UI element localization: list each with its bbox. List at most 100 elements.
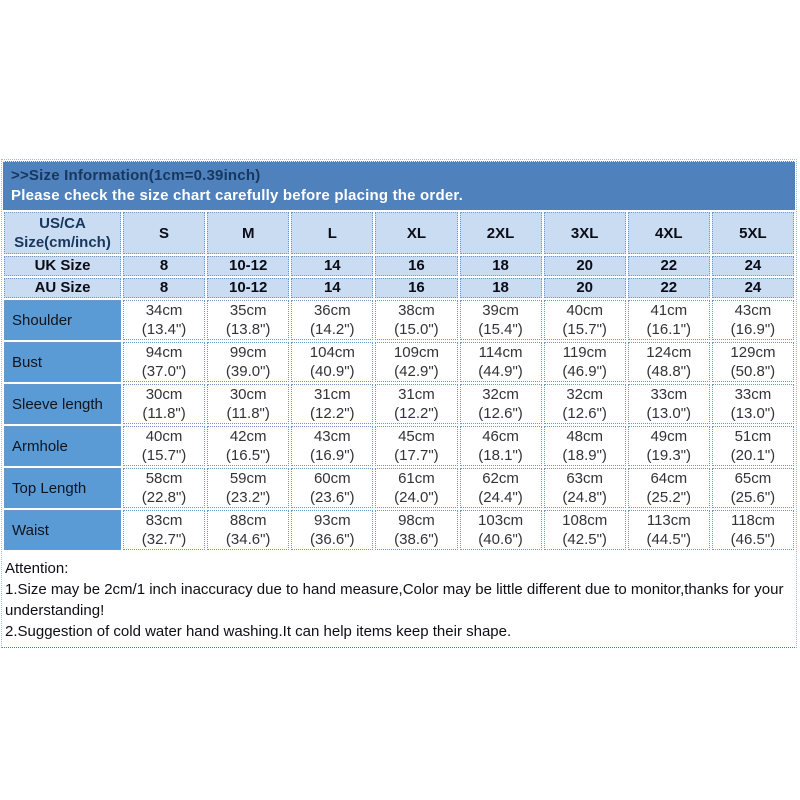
- attention-line: Attention:: [5, 560, 69, 577]
- measurement-value-cell: 46cm (18.1"): [459, 426, 542, 466]
- measurement-value-cell: 43cm (16.9"): [711, 300, 794, 340]
- measurement-inch: (12.2"): [310, 405, 355, 422]
- measurement-value-cell: 30cm (11.8"): [123, 384, 206, 424]
- measurement-inch: (15.0"): [394, 321, 439, 338]
- measurement-value-cell: 32cm (12.6"): [543, 384, 626, 424]
- measurement-inch: (17.7"): [394, 447, 439, 464]
- au-size-value-cell: 24: [711, 278, 794, 298]
- measurement-value-cell: 118cm (46.5"): [711, 510, 794, 550]
- measurement-inch: (16.9"): [310, 447, 355, 464]
- measurement-cm: 48cm: [566, 428, 604, 445]
- measurement-label: Waist: [4, 510, 121, 550]
- measurement-inch: (40.9"): [310, 363, 355, 380]
- measurement-value-cell: 98cm (38.6"): [375, 510, 458, 550]
- measurement-cm: 49cm: [650, 428, 688, 445]
- measurement-value-cell: 40cm (15.7"): [543, 300, 626, 340]
- au-size-value-cell: 8: [123, 278, 206, 298]
- measurement-cm: 40cm: [566, 302, 604, 319]
- measurement-cm: 34cm: [145, 302, 183, 319]
- measurement-inch: (14.2"): [310, 321, 355, 338]
- measurement-inch: (32.7"): [141, 531, 187, 548]
- info-banner: >>Size Information(1cm=0.39inch) Please …: [3, 161, 795, 210]
- measurement-cm: 60cm: [313, 470, 351, 487]
- measurement-inch: (34.6"): [225, 531, 271, 548]
- measurement-value-cell: 31cm (12.2"): [375, 384, 458, 424]
- measurement-value-cell: 62cm (24.4"): [459, 468, 542, 508]
- au-size-value-cell: 14: [291, 278, 374, 298]
- measurement-inch: (12.6"): [562, 405, 607, 422]
- measurement-inch: (15.7"): [562, 321, 607, 338]
- measurement-inch: (40.6"): [478, 531, 523, 548]
- measurement-value-cell: 108cm (42.5"): [543, 510, 626, 550]
- measurement-inch: (13.8"): [225, 321, 271, 338]
- measurement-row: Top Length 58cm (22.8") 59cm (23.2") 60cm (23.…: [4, 468, 794, 508]
- measurement-cm: 45cm: [398, 428, 435, 445]
- measurement-inch: (36.6"): [310, 531, 355, 548]
- measurement-inch: (13.0"): [646, 405, 692, 422]
- measurement-cm: 93cm: [313, 512, 351, 529]
- us-ca-line2: Size(cm/inch): [14, 234, 111, 251]
- size-column-header: 5XL: [711, 212, 794, 254]
- measurement-cm: 129cm: [730, 344, 776, 361]
- measurement-value-cell: 83cm (32.7"): [123, 510, 206, 550]
- measurement-inch: (18.9"): [562, 447, 607, 464]
- measurement-cm: 46cm: [482, 428, 519, 445]
- measurement-inch: (25.6"): [730, 489, 776, 506]
- measurement-inch: (39.0"): [225, 363, 271, 380]
- measurement-value-cell: 99cm (39.0"): [207, 342, 290, 382]
- uk-size-value-cell: 8: [123, 256, 206, 276]
- measurement-cm: 32cm: [566, 386, 604, 403]
- measurement-cm: 33cm: [734, 386, 772, 403]
- size-column-header: 2XL: [459, 212, 542, 254]
- measurement-inch: (22.8"): [141, 489, 187, 506]
- us-ca-line1: US/CA: [39, 215, 86, 232]
- measurement-cm: 62cm: [482, 470, 519, 487]
- measurement-label: Top Length: [4, 468, 121, 508]
- measurement-label: Armhole: [4, 426, 121, 466]
- measurement-row: Shoulder 34cm (13.4") 35cm (13.8") 36cm (14.2"…: [4, 300, 794, 340]
- au-size-value-cell: 18: [459, 278, 542, 298]
- size-table-body: US/CA Size(cm/inch) S M L XL 2XL 3XL 4XL 5XL UK Si…: [4, 212, 794, 550]
- attention-line: 1.Size may be 2cm/1 inch inaccuracy due …: [5, 581, 784, 598]
- measurement-value-cell: 45cm (17.7"): [375, 426, 458, 466]
- measurement-row: Waist 83cm (32.7") 88cm (34.6") 93cm (36.6") 98…: [4, 510, 794, 550]
- measurement-inch: (42.5"): [562, 531, 607, 548]
- measurement-inch: (15.7"): [141, 447, 187, 464]
- measurement-inch: (15.4"): [478, 321, 523, 338]
- measurement-cm: 32cm: [482, 386, 519, 403]
- measurement-value-cell: 43cm (16.9"): [291, 426, 374, 466]
- measurement-cm: 83cm: [145, 512, 183, 529]
- measurement-cm: 104cm: [309, 344, 355, 361]
- measurement-cm: 113cm: [646, 512, 691, 529]
- measurement-cm: 59cm: [229, 470, 267, 487]
- measurement-cm: 114cm: [478, 344, 523, 361]
- measurement-inch: (13.4"): [141, 321, 187, 338]
- measurement-cm: 103cm: [478, 512, 524, 529]
- measurement-value-cell: 109cm (42.9"): [375, 342, 458, 382]
- measurement-value-cell: 64cm (25.2"): [627, 468, 710, 508]
- measurement-value-cell: 63cm (24.8"): [543, 468, 626, 508]
- measurement-inch: (42.9"): [394, 363, 439, 380]
- measurement-inch: (16.1"): [646, 321, 692, 338]
- measurement-inch: (12.2"): [394, 405, 439, 422]
- measurement-cm: 64cm: [650, 470, 688, 487]
- measurement-value-cell: 88cm (34.6"): [207, 510, 290, 550]
- measurement-inch: (38.6"): [394, 531, 439, 548]
- au-size-row: AU Size 8 10-12 14 16 18 20 22 24: [4, 278, 794, 298]
- measurement-inch: (18.1"): [478, 447, 523, 464]
- uk-size-value-cell: 16: [375, 256, 458, 276]
- measurement-cm: 31cm: [313, 386, 351, 403]
- measurement-value-cell: 36cm (14.2"): [291, 300, 374, 340]
- measurement-cm: 41cm: [650, 302, 688, 319]
- measurement-cm: 94cm: [145, 344, 183, 361]
- measurement-inch: (24.0"): [394, 489, 439, 506]
- attention-note: Attention: 1.Size may be 2cm/1 inch inacc…: [2, 552, 796, 647]
- measurement-value-cell: 114cm (44.9"): [459, 342, 542, 382]
- measurement-value-cell: 35cm (13.8"): [207, 300, 290, 340]
- uk-size-value-cell: 24: [711, 256, 794, 276]
- measurement-cm: 63cm: [566, 470, 604, 487]
- measurement-cm: 36cm: [313, 302, 351, 319]
- measurement-cm: 30cm: [145, 386, 183, 403]
- measurement-inch: (24.8"): [562, 489, 607, 506]
- uk-size-value-cell: 18: [459, 256, 542, 276]
